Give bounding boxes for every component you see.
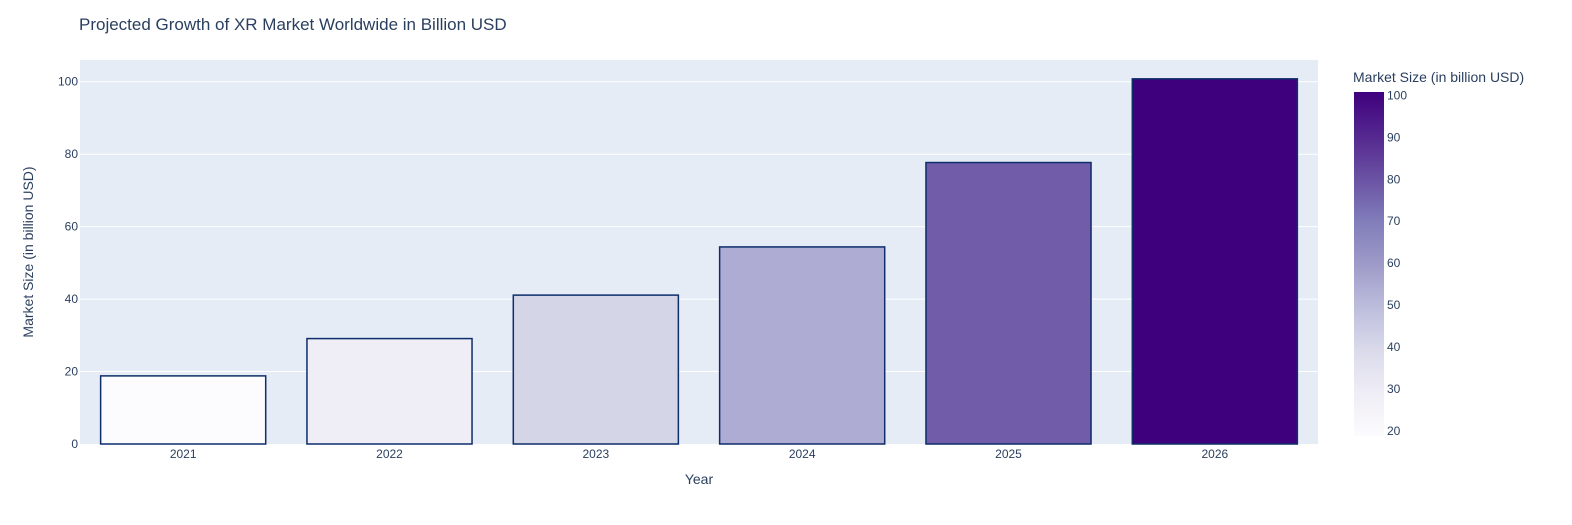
bar [925,161,1092,445]
y-tick-label: 0 [71,437,78,451]
colorbar-tick-label: 30 [1387,382,1401,396]
bar [1131,78,1299,445]
colorbar-tick-label: 80 [1387,172,1401,186]
y-tick-label: 100 [58,75,78,89]
colorbar-ticks: 20 30 40 50 60 70 80 90 100 [1387,88,1407,438]
colorbar-tick-label: 100 [1387,88,1407,102]
x-tick-label: 2024 [789,447,816,461]
x-axis-ticks: 2021 2022 2023 2024 2025 2026 [170,447,1229,461]
y-axis-title: Market Size (in billion USD) [20,166,36,337]
x-tick-label: 2023 [582,447,609,461]
x-tick-label: 2025 [995,447,1022,461]
colorbar-tick-label: 20 [1387,424,1401,438]
bar [306,337,473,445]
x-axis-title: Year [685,471,714,487]
y-tick-label: 40 [65,292,79,306]
colorbar-tick-label: 60 [1387,256,1401,270]
y-tick-label: 60 [65,220,79,234]
colorbar-tick-label: 70 [1387,214,1401,228]
colorbar-tick-label: 50 [1387,298,1401,312]
chart-title: Projected Growth of XR Market Worldwide … [79,15,507,34]
bar [512,294,680,445]
colorbar-tick-label: 90 [1387,130,1401,144]
bar [718,246,886,445]
y-axis-ticks: 0 20 40 60 80 100 [58,75,78,451]
gridlines [80,81,1318,373]
colorbar-tick-label: 40 [1387,340,1401,354]
plot-area [80,60,1318,444]
y-tick-label: 80 [65,147,79,161]
bar [99,375,267,445]
colorbar-title: Market Size (in billion USD) [1353,69,1524,85]
x-tick-label: 2022 [376,447,403,461]
y-tick-label: 20 [65,365,79,379]
colorbar [1354,92,1384,436]
x-tick-label: 2026 [1201,447,1228,461]
x-tick-label: 2021 [170,447,197,461]
bars [99,78,1299,445]
